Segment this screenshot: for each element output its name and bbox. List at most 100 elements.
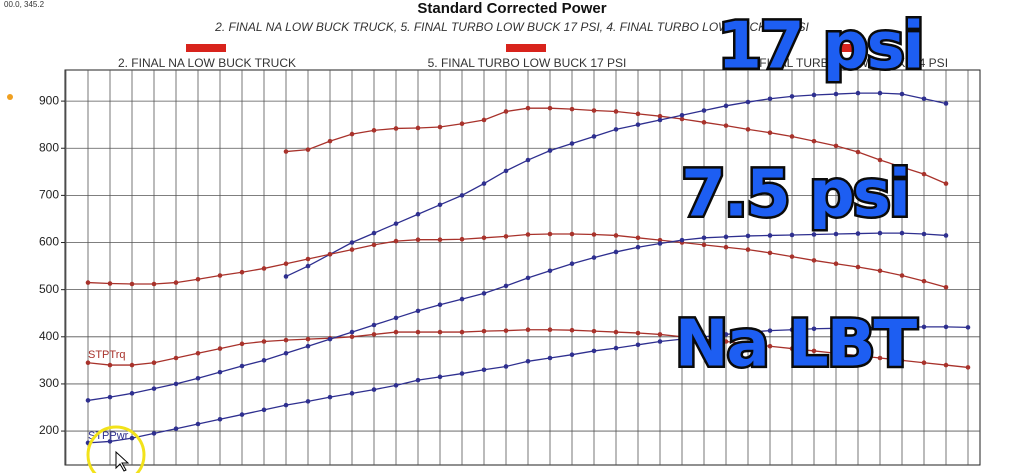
point <box>921 171 927 177</box>
point <box>877 355 883 361</box>
point <box>855 149 861 155</box>
point <box>459 296 465 302</box>
point <box>151 386 157 391</box>
point <box>833 91 839 97</box>
point <box>657 113 663 119</box>
plot-frame <box>64 69 981 466</box>
point <box>569 327 575 333</box>
point <box>393 383 399 388</box>
point <box>877 325 883 330</box>
point <box>85 398 91 403</box>
y-tick-label: 900 <box>39 93 59 107</box>
point <box>217 416 223 422</box>
point <box>657 237 663 243</box>
point <box>437 329 443 335</box>
point <box>811 348 817 354</box>
point <box>943 181 949 186</box>
point <box>283 261 289 267</box>
point <box>679 112 685 118</box>
point <box>261 358 267 363</box>
y-tick-label: 500 <box>39 282 59 296</box>
point <box>305 336 311 342</box>
point <box>701 242 707 248</box>
torque-label: STPTrq <box>88 349 126 361</box>
point <box>525 359 531 364</box>
annotation: Na LBT <box>675 308 918 382</box>
point <box>723 123 729 128</box>
point <box>723 332 729 337</box>
point <box>723 234 729 240</box>
point <box>811 326 817 332</box>
point <box>261 407 267 413</box>
point <box>701 235 707 241</box>
point <box>833 231 839 237</box>
point <box>239 269 245 275</box>
point <box>283 149 289 154</box>
point <box>635 342 641 348</box>
point <box>855 90 861 96</box>
point <box>767 250 773 256</box>
point <box>525 327 531 333</box>
point <box>679 237 685 243</box>
point <box>701 108 707 113</box>
point <box>899 230 905 236</box>
point <box>129 362 135 368</box>
point <box>855 264 861 270</box>
point <box>767 328 773 333</box>
point <box>129 281 135 287</box>
point <box>767 96 773 102</box>
point <box>503 234 509 239</box>
legend-label: 4. FINAL TURBO LOW BUCK 7.4 PSI <box>746 56 948 70</box>
point <box>745 341 751 347</box>
point <box>921 324 927 330</box>
point <box>371 322 377 328</box>
grid: 200 300 400 500 600 700 800 900 <box>39 70 980 465</box>
point <box>107 281 113 286</box>
point <box>481 291 487 296</box>
point <box>503 168 509 174</box>
point <box>613 233 619 238</box>
point <box>855 231 861 236</box>
point <box>481 117 487 123</box>
point <box>965 365 971 370</box>
point <box>921 96 927 102</box>
point <box>503 328 509 333</box>
point <box>371 128 377 133</box>
point <box>349 329 355 335</box>
point <box>833 350 839 356</box>
point <box>437 237 443 242</box>
cursor-highlight <box>86 425 146 473</box>
point <box>943 284 949 290</box>
point <box>173 355 179 361</box>
point <box>415 308 421 314</box>
point <box>239 363 245 369</box>
point <box>591 134 597 139</box>
point <box>789 94 795 99</box>
point <box>899 273 905 278</box>
point <box>217 346 223 351</box>
point <box>547 327 553 333</box>
point <box>591 255 597 260</box>
point <box>767 343 773 349</box>
point <box>569 231 575 237</box>
point <box>107 439 113 444</box>
point <box>899 358 905 363</box>
point <box>195 375 201 381</box>
point <box>921 360 927 366</box>
point <box>217 369 223 375</box>
annotation: 17 psi <box>717 10 922 84</box>
point <box>547 105 553 111</box>
point <box>877 90 883 96</box>
point <box>261 339 267 344</box>
legend-label: 5. FINAL TURBO LOW BUCK 17 PSI <box>428 56 627 70</box>
point <box>459 193 465 198</box>
point <box>613 329 619 335</box>
point <box>811 258 817 263</box>
point <box>745 329 751 335</box>
point <box>943 101 949 106</box>
point <box>393 221 399 226</box>
point <box>569 352 575 358</box>
point <box>943 362 949 368</box>
point <box>657 241 663 246</box>
point <box>151 281 157 287</box>
